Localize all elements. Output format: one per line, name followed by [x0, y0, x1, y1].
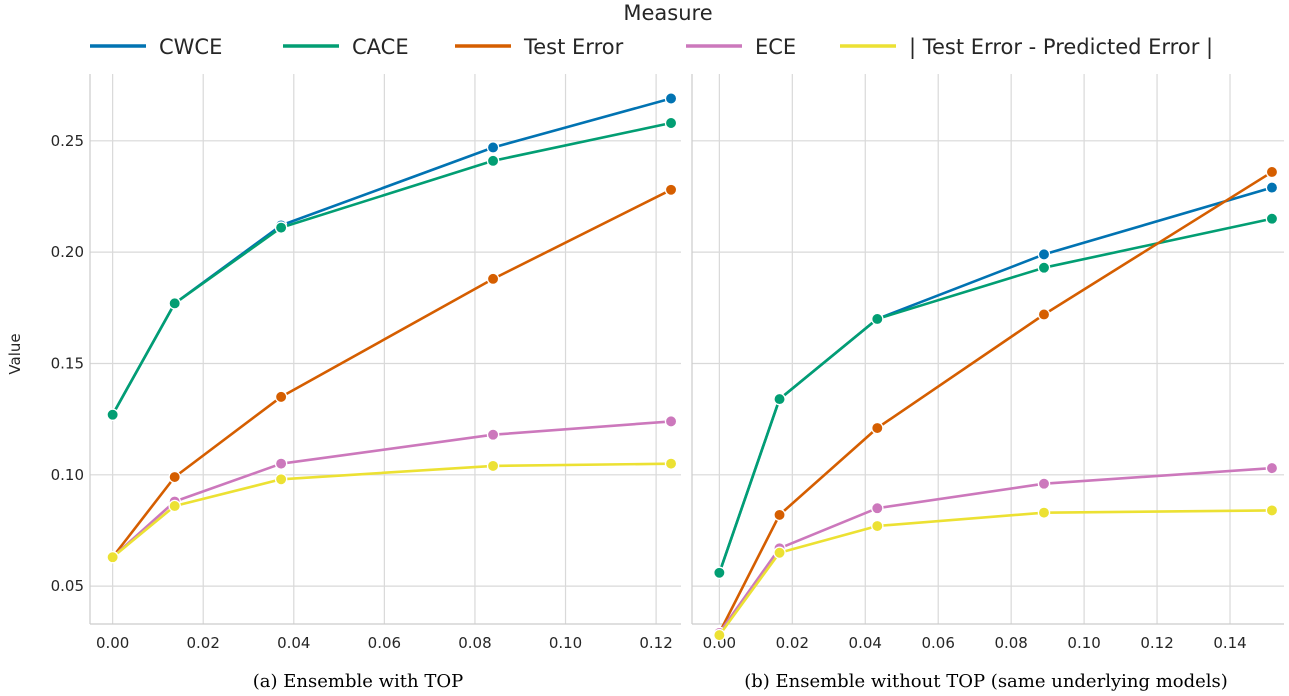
series [713, 212, 1279, 580]
data-point [1265, 212, 1279, 225]
series [106, 415, 678, 564]
data-point [274, 221, 288, 234]
legend-entry: CACE [283, 35, 409, 59]
data-point [664, 183, 678, 197]
data-point [773, 392, 786, 406]
series-line [111, 462, 672, 559]
data-point [664, 415, 678, 428]
x-tick-label: 0.14 [1213, 634, 1246, 652]
series-line [718, 509, 1273, 636]
series [713, 504, 1279, 642]
series [106, 116, 678, 421]
series-line [718, 170, 1273, 634]
y-tick-label: 0.20 [51, 243, 84, 261]
caption-b: (b) Ensemble without TOP (same underlyin… [744, 671, 1228, 692]
data-point [486, 154, 500, 168]
data-point [871, 519, 884, 533]
x-tick-label: 0.04 [277, 634, 310, 652]
data-point [871, 312, 884, 326]
data-point [486, 459, 500, 473]
legend-label: Test Error [523, 35, 624, 59]
data-point [664, 92, 678, 105]
x-tick-label: 0.04 [849, 634, 882, 652]
x-tick-label: 0.06 [922, 634, 955, 652]
series [106, 183, 678, 564]
data-point [168, 297, 181, 310]
panel-b: 0.00 0.02 0.04 0.06 0.08 0.10 0.12 0.14 [691, 74, 1284, 652]
series-line [718, 466, 1273, 634]
series [106, 92, 678, 421]
data-point [1037, 261, 1051, 274]
data-point [106, 408, 119, 421]
legend-entries: CWCE CACE Test Error ECE | Test Error - Pred… [90, 35, 1213, 60]
data-point [664, 457, 678, 470]
legend: Measure CWCE CACE Test Error ECE | Test Erro… [90, 1, 1213, 60]
data-point [713, 628, 726, 642]
y-tick-label: 0.05 [51, 577, 84, 595]
data-point [486, 428, 500, 441]
data-point [1265, 165, 1279, 179]
data-point [486, 141, 500, 154]
grid [692, 74, 1284, 624]
legend-entry: CWCE [90, 35, 222, 59]
data-point [1037, 308, 1051, 321]
legend-entry: Test Error [455, 35, 624, 59]
legend-label: CACE [352, 35, 409, 59]
x-tick-label: 0.02 [187, 634, 220, 652]
data-point [1037, 506, 1051, 519]
legend-label: CWCE [159, 35, 222, 59]
series [713, 181, 1279, 580]
series-line [111, 420, 672, 559]
data-point [871, 501, 884, 515]
legend-entry: ECE [686, 35, 796, 59]
data-point [168, 470, 181, 484]
y-tick-label: 0.25 [51, 132, 84, 150]
data-point [1265, 504, 1279, 517]
data-point [1265, 181, 1279, 194]
data-point [274, 473, 288, 486]
data-point [168, 499, 181, 513]
data-point [871, 421, 884, 435]
legend-entry: | Test Error - Predicted Error | [840, 35, 1213, 60]
legend-title: Measure [623, 1, 712, 25]
series [713, 165, 1279, 640]
x-tick-label: 0.00 [703, 634, 736, 652]
data-point [1037, 248, 1051, 261]
panel-a: 0.00 0.02 0.04 0.06 0.08 0.10 0.12 0.05 0.10 0.15… [51, 74, 681, 652]
x-tick-label: 0.02 [776, 634, 809, 652]
x-tick-label: 0.08 [994, 634, 1027, 652]
caption-a: (a) Ensemble with TOP [253, 671, 463, 692]
data-point [106, 550, 119, 564]
series-line [111, 121, 672, 416]
y-tick-label: 0.15 [51, 354, 84, 372]
series-line [111, 188, 672, 558]
x-tick-label: 0.10 [1067, 634, 1100, 652]
data-point [1037, 477, 1051, 490]
data-point [486, 272, 500, 286]
legend-label: ECE [755, 35, 796, 59]
x-tick-label: 0.00 [96, 634, 129, 652]
data-point [274, 457, 288, 470]
series [713, 461, 1279, 640]
data-point [274, 390, 288, 404]
grid [90, 74, 681, 624]
series [106, 457, 678, 564]
y-tick-label: 0.10 [51, 466, 84, 484]
x-tick-label: 0.10 [549, 634, 582, 652]
data-point [1265, 461, 1279, 475]
x-tick-label: 0.12 [639, 634, 672, 652]
y-axis-label: Value [6, 333, 24, 374]
data-point [773, 546, 786, 559]
series-line [111, 97, 672, 416]
x-tick-label: 0.08 [458, 634, 491, 652]
x-tick-label: 0.12 [1140, 634, 1173, 652]
data-point [773, 508, 786, 522]
x-tick-label: 0.06 [368, 634, 401, 652]
legend-label: | Test Error - Predicted Error | [909, 35, 1213, 60]
data-point [713, 566, 726, 580]
data-point [664, 116, 678, 130]
